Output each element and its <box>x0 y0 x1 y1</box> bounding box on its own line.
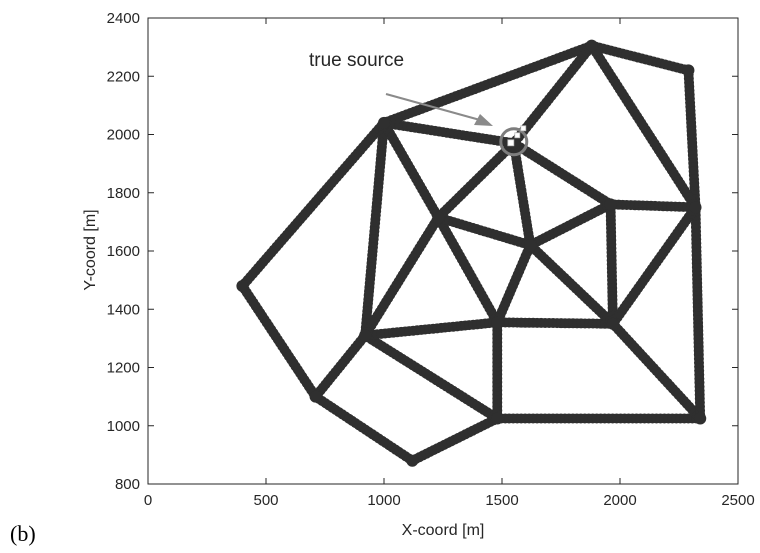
pipe-edge <box>379 117 519 149</box>
network-node <box>378 116 390 129</box>
network-node <box>694 412 707 425</box>
network-node <box>406 454 419 467</box>
y-tick-label: 2200 <box>107 68 140 85</box>
network-nodes <box>236 39 707 467</box>
pipe-edge <box>237 117 389 291</box>
pipe-edges <box>237 40 706 466</box>
source-ring <box>499 127 529 157</box>
network-node <box>491 412 504 425</box>
pipe-edge <box>237 280 321 402</box>
pipe-edge <box>407 413 503 466</box>
pipe-edge <box>492 240 536 328</box>
network-node <box>606 317 619 330</box>
y-tick-label: 1200 <box>107 360 140 377</box>
network-node <box>585 39 598 52</box>
source-annotation-arrow-shaft <box>385 92 481 122</box>
x-axis-ticks: 0 500 1000 1500 2000 2500 <box>144 18 755 509</box>
source-square-marker <box>514 132 521 139</box>
pipe-edge <box>492 317 618 329</box>
network-node <box>309 390 322 403</box>
network-node <box>524 239 537 252</box>
network-node <box>682 64 695 77</box>
pipe-edge <box>605 199 618 329</box>
source-annotation-label: true source <box>309 50 404 71</box>
x-tick-label: 0 <box>144 492 152 509</box>
network-node <box>689 201 702 214</box>
y-tick-label: 2000 <box>107 127 140 144</box>
pipe-edge <box>586 40 694 76</box>
y-axis-ticks: 800 1000 1200 1400 1600 1800 2000 2200 2400 <box>107 10 738 493</box>
y-tick-label: 800 <box>115 476 140 493</box>
pipe-edge <box>492 413 706 424</box>
source-annotation: true source <box>309 50 493 126</box>
pipe-edge <box>525 199 616 251</box>
pipe-edge <box>690 202 706 424</box>
pipe-edge <box>310 330 371 402</box>
source-square-marker <box>520 125 527 132</box>
y-tick-label: 1600 <box>107 243 140 260</box>
pipe-edge <box>433 212 503 328</box>
x-axis-label: X-coord [m] <box>402 522 485 539</box>
y-tick-label: 1400 <box>107 301 140 318</box>
network-node <box>432 211 445 224</box>
y-tick-label: 1800 <box>107 185 140 202</box>
panel-label: (b) <box>10 521 36 546</box>
x-tick-label: 2500 <box>721 492 754 509</box>
pipe-edge <box>607 318 706 424</box>
network-node <box>236 279 249 292</box>
pipe-edge <box>525 240 618 329</box>
network-node <box>359 329 372 342</box>
plot-area <box>236 39 707 467</box>
pipe-edge <box>607 202 701 329</box>
x-tick-label: 1000 <box>367 492 400 509</box>
y-axis-label: Y-coord [m] <box>82 209 99 290</box>
source-annotation-arrowhead <box>474 114 493 126</box>
y-tick-label: 2400 <box>107 10 140 27</box>
pipe-edge <box>492 317 503 424</box>
network-node <box>491 316 504 329</box>
pipe-edge <box>310 391 418 466</box>
true-source-marker <box>499 125 529 157</box>
x-tick-label: 500 <box>253 492 278 509</box>
source-square-marker <box>507 139 515 147</box>
pipe-edge <box>360 317 503 341</box>
pipe-edge <box>360 330 503 424</box>
y-tick-label: 1000 <box>107 418 140 435</box>
network-node <box>604 198 617 211</box>
x-tick-label: 2000 <box>603 492 636 509</box>
x-tick-label: 1500 <box>485 492 518 509</box>
pipe-edge <box>683 65 701 213</box>
